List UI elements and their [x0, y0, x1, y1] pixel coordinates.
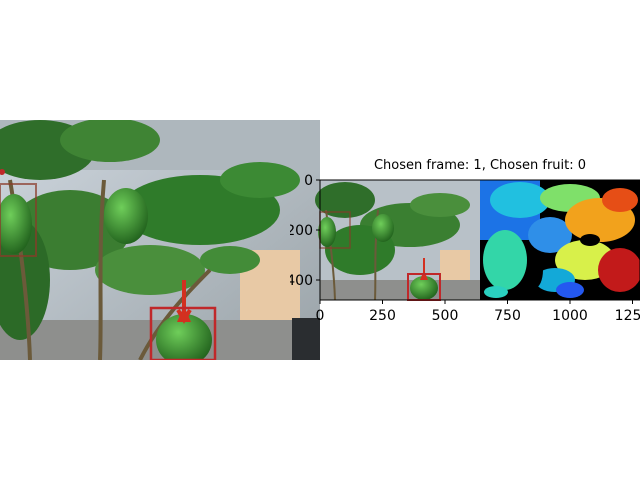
- y-axis: 0 200 400: [290, 173, 320, 289]
- target-arrow-head: [177, 306, 191, 322]
- frame-depth-plot: 0 200 400 0 250 500 750 1000 1250: [290, 173, 640, 324]
- x-tick-label: 500: [432, 308, 459, 324]
- pepper: [156, 314, 212, 360]
- pepper: [104, 188, 148, 244]
- y-tick-label: 0: [304, 173, 313, 189]
- x-tick-label: 750: [494, 308, 521, 324]
- monitor: [292, 318, 320, 360]
- axes-frame: [319, 179, 640, 301]
- x-tick-label: 1000: [552, 308, 588, 324]
- fruit-marker: [0, 169, 5, 175]
- camera-image-zoom: [0, 120, 320, 360]
- pepper: [0, 194, 32, 254]
- x-tick-label: 250: [369, 308, 396, 324]
- x-tick-label: 1250: [615, 308, 640, 324]
- y-tick-label: 200: [290, 223, 313, 239]
- fruit-bbox-chosen: [149, 306, 217, 360]
- x-tick-label: 0: [316, 308, 325, 324]
- x-axis: 0 250 500 750 1000 1250: [316, 300, 640, 324]
- plot-title: Chosen frame: 1, Chosen fruit: 0: [373, 158, 587, 173]
- rgb-frame: [315, 180, 480, 301]
- depth-map: [480, 180, 640, 300]
- y-tick-label: 400: [290, 273, 313, 289]
- fruit-bbox: [0, 183, 37, 257]
